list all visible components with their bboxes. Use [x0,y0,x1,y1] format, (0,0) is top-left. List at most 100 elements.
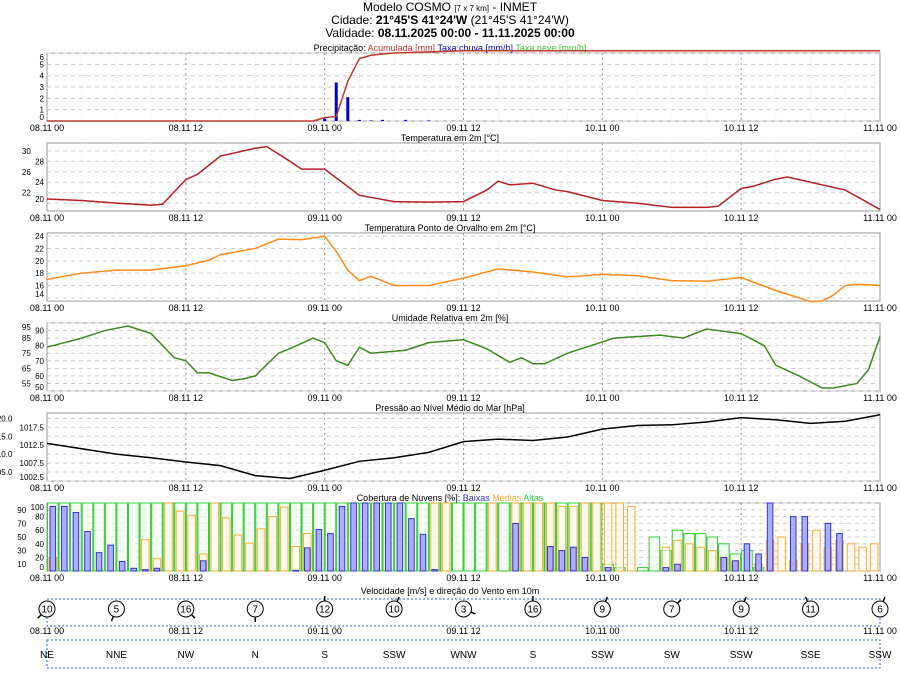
temp-xtick-label: 09.11 00 [307,213,341,223]
wind-direction-label: NW [177,650,194,661]
temp-ytick-label: 20 [35,195,44,204]
wind-direction-label: SW [664,650,681,661]
wind-speed-value: 9 [600,605,606,616]
cloud-bar-low [801,516,809,572]
cloud-bar-mid [626,505,636,572]
cloud-bar-low [836,533,843,572]
dew-line [46,235,881,303]
rain-rate-bar [357,119,361,121]
cloud-bar-mid [164,502,173,572]
cloud-bar-low [350,502,357,572]
rh-ytick-label: 70 [35,357,44,366]
pressure-xtick-label: 08.11 12 [169,483,203,493]
rain-rate-bar [323,118,327,121]
cloud-bar-low [732,560,739,572]
wind-xtick-label: 10.11 00 [585,626,619,636]
rh-ytick-label: 50 [35,383,44,392]
wind-direction-label: N [252,650,259,661]
cloud-bar-low [558,550,566,572]
cloud-bar-mid [256,528,266,572]
pressure-ytick-label: 1007.5 [20,459,45,468]
wind-speed-value: 16 [527,605,539,616]
cloud-bar-low [396,502,404,572]
cloud-bar-low [84,531,91,572]
wind-direction-label: NNE [106,650,127,661]
wind-direction-box [46,639,881,669]
temp-xtick-label: 11.11 00 [863,213,897,223]
wind-speed-circle [871,600,889,618]
clouds-ytick-label: 70 [17,519,26,528]
rh-xtick-label: 08.11 12 [169,393,203,403]
cloud-bar-high [475,502,487,572]
dew-xtick-label: 08.11 00 [30,303,64,313]
temp-xtick-label: 08.11 00 [30,213,64,223]
wind-direction-label: SSW [383,650,406,661]
wind-arrow-icon [190,614,196,619]
cloud-bar-mid [684,543,694,572]
temp-title: Temperatura em 2m [°C] [401,133,499,143]
wind-arrow-icon [396,596,400,602]
cloud-bar-low [338,505,346,572]
cloud-bar-mid [696,546,705,572]
rain-rate-bar [427,120,431,121]
cloud-bar-mid [488,502,497,572]
wind-direction-label: SSW [730,650,753,661]
cloud-bar-mid [858,546,867,572]
precip-title-part: Taxa chuva [mm/h] [435,43,513,53]
wind-speed-circle [107,600,125,618]
pressure-xtick-label: 09.11 12 [446,483,480,493]
pressure-ytick-label: 1010.0 [0,450,13,459]
temp-line [46,145,881,211]
wind-direction-label: SSW [869,650,892,661]
cloud-bar-mid [245,542,254,572]
pressure-ytick-label: 1012.5 [20,441,45,450]
wind-speed-value: 7 [669,605,675,616]
rh-title-part: Umidade Relativa em 2m [%] [392,313,509,323]
wind-speed-circle [38,600,56,618]
pressure-xtick-label: 10.11 00 [585,483,619,493]
dew-xtick-label: 08.11 12 [169,303,203,313]
wind-speed-value: 7 [252,605,258,616]
pressure-xtick-label: 11.11 00 [863,483,897,493]
validity-label: Validade: [325,26,375,40]
pressure-ytick-label: 1002.5 [20,473,45,482]
rain-rate-bar [369,120,373,121]
pressure-ytick-label: 1005.0 [0,468,13,477]
clouds-title-part: Altas [521,493,544,503]
dew-ytick-label: 22 [35,244,44,253]
cloud-bar-high [127,502,140,572]
cloud-bar-mid [175,510,185,572]
model-source: - INMET [492,0,538,14]
temp-ytick-label: 24 [35,178,44,187]
cloud-bar-mid [291,546,301,572]
precip-xtick-label: 11.11 00 [863,123,897,133]
cloud-bar-low [824,522,832,572]
rh-ytick-label: 55 [22,379,31,388]
cloud-bar-low [408,518,415,572]
temp-ytick-label: 28 [35,157,44,166]
cloud-bar-low [72,512,80,572]
rh-xtick-label: 10.11 12 [724,393,758,403]
rain-rate-bar [404,119,408,121]
wind-speed-value: 12 [319,605,331,616]
city-coords-grid: (21°45'S 41°24'W) [470,13,569,27]
clouds-ytick-label: 30 [17,547,26,556]
wind-title: Velocidade [m/s] e direção do Vento em 1… [361,586,540,596]
validity-line: Validade: 08.11.2025 00:00 - 11.11.2025 … [0,27,900,40]
dew-xtick-label: 10.11 12 [724,303,758,313]
wind-speed-circle [455,600,472,618]
rain-rate-bar [381,119,385,121]
cloud-bar-mid [141,539,150,572]
clouds-ytick-label: 0 [40,563,45,572]
cloud-bar-low [292,569,300,572]
pressure-title-part: Pressão ao Nível Médio do Mar [hPa] [375,403,525,413]
rain-rate-bar [346,97,350,121]
cloud-bar-low [755,553,762,572]
clouds-title-part: Baixas [460,493,490,503]
cloud-bar-low [315,529,323,572]
clouds-ytick-label: 10 [17,560,26,569]
pressure-ytick-label: 1017.5 [20,423,45,432]
precip-xtick-label: 09.11 12 [446,123,480,133]
